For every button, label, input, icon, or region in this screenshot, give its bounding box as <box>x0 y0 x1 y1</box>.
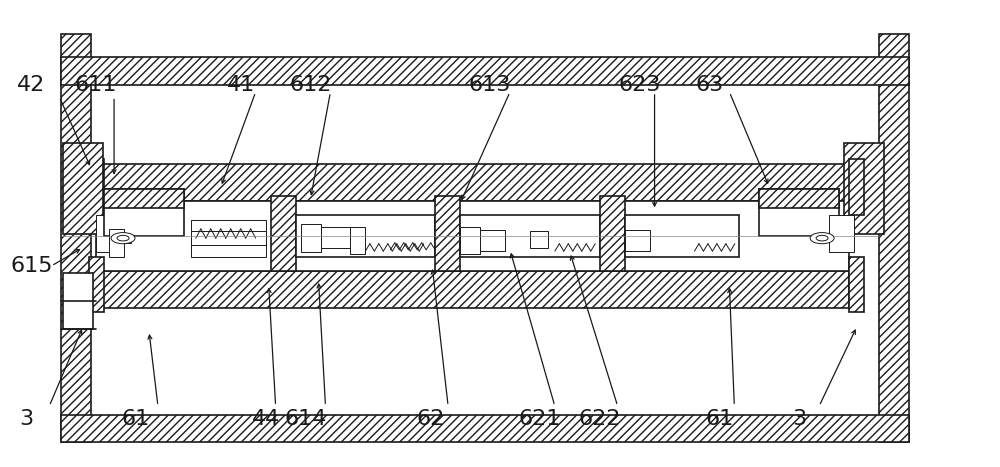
Text: 622: 622 <box>579 409 621 429</box>
Bar <box>191 219 266 257</box>
Circle shape <box>816 235 828 241</box>
Bar <box>191 231 266 245</box>
Bar <box>89 159 104 215</box>
Text: 61: 61 <box>122 409 150 429</box>
Bar <box>96 215 121 252</box>
Bar <box>320 227 350 248</box>
Bar <box>61 34 91 442</box>
Bar <box>759 190 839 236</box>
Text: 63: 63 <box>695 75 724 95</box>
Text: 612: 612 <box>289 75 332 95</box>
Text: 613: 613 <box>469 75 511 95</box>
Bar <box>89 257 104 312</box>
Bar <box>63 143 103 234</box>
Bar <box>63 273 93 329</box>
Bar <box>296 215 435 257</box>
Circle shape <box>111 233 135 244</box>
Bar <box>104 190 184 208</box>
Text: 42: 42 <box>17 75 45 95</box>
Bar <box>480 230 505 251</box>
Circle shape <box>810 233 834 244</box>
Bar <box>829 215 854 252</box>
Text: 61: 61 <box>705 409 734 429</box>
Bar <box>104 190 184 236</box>
Text: 44: 44 <box>252 409 280 429</box>
Bar <box>96 271 849 308</box>
Bar <box>96 201 849 271</box>
Text: 62: 62 <box>416 409 444 429</box>
Bar <box>109 229 124 257</box>
Bar <box>844 143 884 234</box>
Bar <box>530 231 548 248</box>
Bar <box>849 257 864 312</box>
Bar <box>460 226 480 255</box>
Bar <box>96 224 131 243</box>
Bar <box>350 226 365 255</box>
Circle shape <box>117 235 129 241</box>
Text: 41: 41 <box>227 75 255 95</box>
Bar <box>271 196 296 271</box>
Text: 615: 615 <box>10 256 53 276</box>
Bar <box>759 190 839 208</box>
Bar <box>435 196 460 271</box>
Bar <box>61 415 909 442</box>
Bar <box>460 215 600 257</box>
Text: 623: 623 <box>618 75 661 95</box>
Bar <box>600 196 625 271</box>
Bar <box>301 224 320 252</box>
Text: 3: 3 <box>19 409 33 429</box>
Bar <box>61 57 909 85</box>
Text: 611: 611 <box>75 75 117 95</box>
Text: 621: 621 <box>519 409 561 429</box>
Bar <box>625 215 739 257</box>
Bar <box>829 224 844 243</box>
Bar <box>879 34 909 442</box>
Bar <box>96 164 849 201</box>
Bar <box>849 159 864 215</box>
Text: 3: 3 <box>792 409 806 429</box>
Text: 614: 614 <box>284 409 327 429</box>
Bar <box>625 230 650 251</box>
